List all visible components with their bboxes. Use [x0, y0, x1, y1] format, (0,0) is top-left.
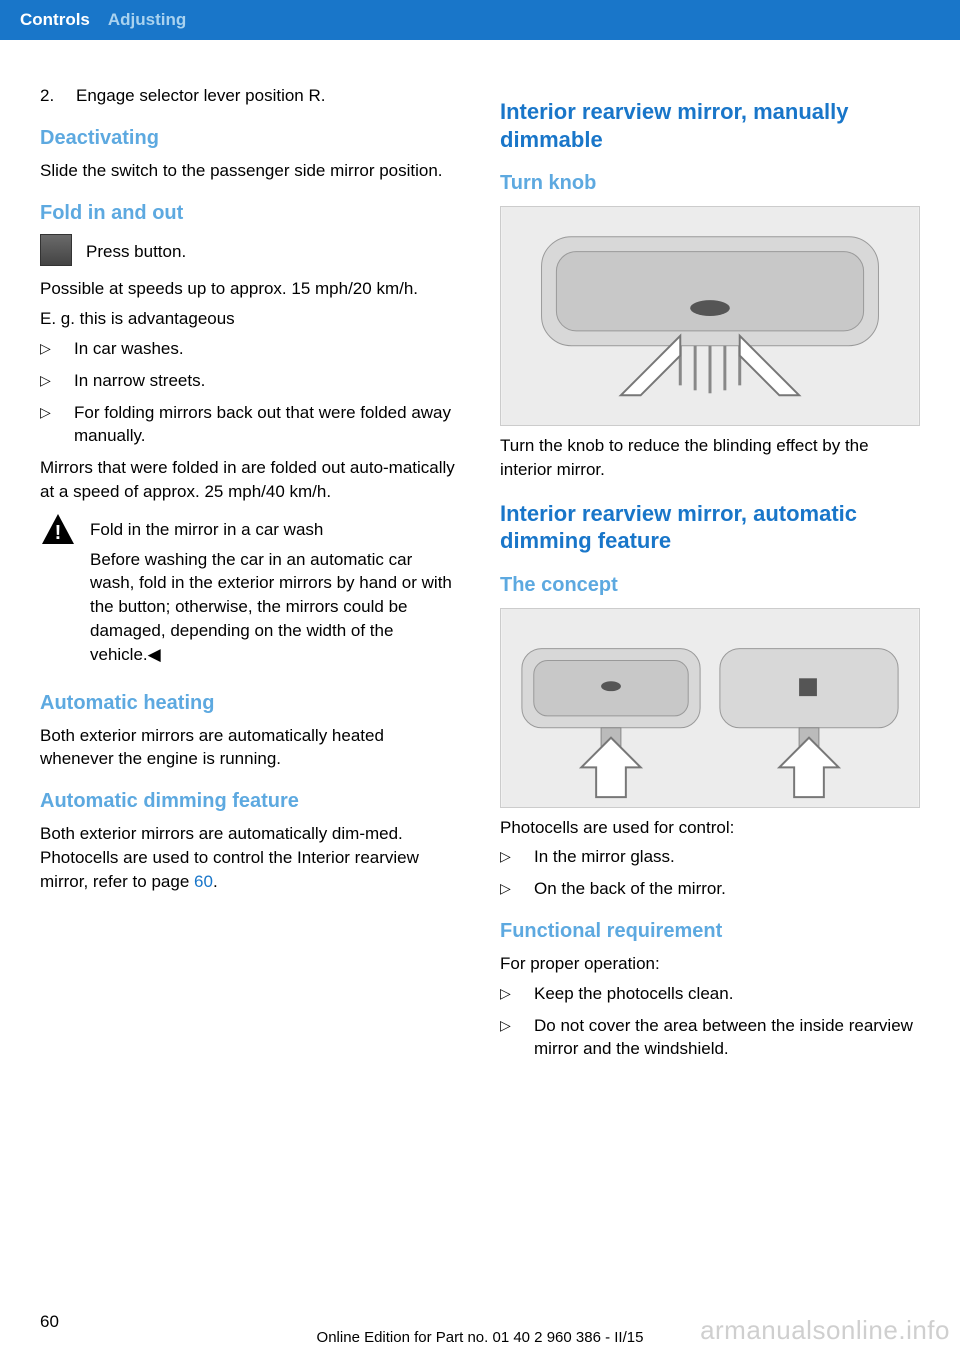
button-icon: [40, 234, 72, 266]
heading-funcreq: Functional requirement: [500, 919, 920, 944]
heading-fold: Fold in and out: [40, 201, 460, 226]
list-item: ▷ Do not cover the area between the insid…: [500, 1014, 920, 1062]
para: E. g. this is advantageous: [40, 307, 460, 331]
para: Mirrors that were folded in are folded o…: [40, 456, 460, 504]
bullet-icon: ▷: [500, 982, 518, 1006]
heading-concept: The concept: [500, 573, 920, 598]
bullet-icon: ▷: [500, 877, 518, 901]
para: Slide the switch to the passenger side m…: [40, 159, 460, 183]
bullet-list: ▷ Keep the photocells clean. ▷ Do not cove…: [500, 982, 920, 1061]
page-body: 2. Engage selector lever position R. Dea…: [0, 40, 960, 1069]
heading-autoheat: Automatic heating: [40, 691, 460, 716]
left-column: 2. Engage selector lever position R. Dea…: [40, 80, 460, 1069]
illustration-turn-knob: [500, 206, 920, 426]
svg-text:!: !: [55, 522, 62, 544]
header-bar: Controls Adjusting: [0, 0, 960, 40]
press-button-text: Press button.: [86, 240, 186, 264]
heading-interior-manual: Interior rearview mirror, manually dimma…: [500, 98, 920, 153]
bullet-icon: ▷: [40, 337, 58, 361]
bullet-text: In narrow streets.: [74, 369, 205, 393]
warning-body: Before washing the car in an automatic c…: [90, 548, 460, 667]
autodim-text-b: .: [213, 872, 218, 891]
bullet-text: For folding mirrors back out that were f…: [74, 401, 460, 449]
list-item: ▷ For folding mirrors back out that were …: [40, 401, 460, 449]
footer-text: Online Edition for Part no. 01 40 2 960 …: [0, 1329, 960, 1346]
bullet-list: ▷ In the mirror glass. ▷ On the back of th…: [500, 845, 920, 901]
num-list: 2. Engage selector lever position R.: [40, 84, 460, 108]
para: For proper operation:: [500, 952, 920, 976]
list-item: ▷ Keep the photocells clean.: [500, 982, 920, 1006]
bullet-icon: ▷: [40, 401, 58, 449]
list-item: ▷ In the mirror glass.: [500, 845, 920, 869]
para: Photocells are used for control:: [500, 816, 920, 840]
para: Both exterior mirrors are automatically …: [40, 724, 460, 772]
list-item: ▷ On the back of the mirror.: [500, 877, 920, 901]
heading-deactivating: Deactivating: [40, 126, 460, 151]
icon-row: Press button.: [40, 234, 460, 270]
bullet-text: Keep the photocells clean.: [534, 982, 733, 1006]
list-item: ▷ In narrow streets.: [40, 369, 460, 393]
bullet-text: In the mirror glass.: [534, 845, 675, 869]
warning-text: Fold in the mirror in a car wash Before …: [90, 512, 460, 673]
bullet-text: Do not cover the area between the inside…: [534, 1014, 920, 1062]
bullet-icon: ▷: [500, 1014, 518, 1062]
heading-turnknob: Turn knob: [500, 171, 920, 196]
right-column: Interior rearview mirror, manually dimma…: [500, 80, 920, 1069]
autodim-text-a: Both exterior mirrors are automatically …: [40, 824, 419, 891]
illustration-concept: [500, 608, 920, 808]
heading-autodim: Automatic dimming feature: [40, 789, 460, 814]
para: Both exterior mirrors are automatically …: [40, 822, 460, 893]
header-tab-controls: Controls: [20, 10, 108, 30]
warning-block: ! Fold in the mirror in a car wash Befor…: [40, 512, 460, 673]
page-link[interactable]: 60: [194, 872, 213, 891]
bullet-list: ▷ In car washes. ▷ In narrow streets. ▷ For…: [40, 337, 460, 448]
step-text: Engage selector lever position R.: [76, 84, 325, 108]
para: Turn the knob to reduce the blinding eff…: [500, 434, 920, 482]
header-tab-adjusting: Adjusting: [108, 10, 186, 30]
heading-interior-auto: Interior rearview mirror, automatic dimm…: [500, 500, 920, 555]
bullet-text: On the back of the mirror.: [534, 877, 726, 901]
bullet-text: In car washes.: [74, 337, 184, 361]
list-item: 2. Engage selector lever position R.: [40, 84, 460, 108]
warning-title: Fold in the mirror in a car wash: [90, 518, 460, 542]
list-item: ▷ In car washes.: [40, 337, 460, 361]
warning-icon: !: [40, 512, 76, 548]
step-number: 2.: [40, 84, 60, 108]
bullet-icon: ▷: [40, 369, 58, 393]
para: Possible at speeds up to approx. 15 mph/…: [40, 277, 460, 301]
bullet-icon: ▷: [500, 845, 518, 869]
